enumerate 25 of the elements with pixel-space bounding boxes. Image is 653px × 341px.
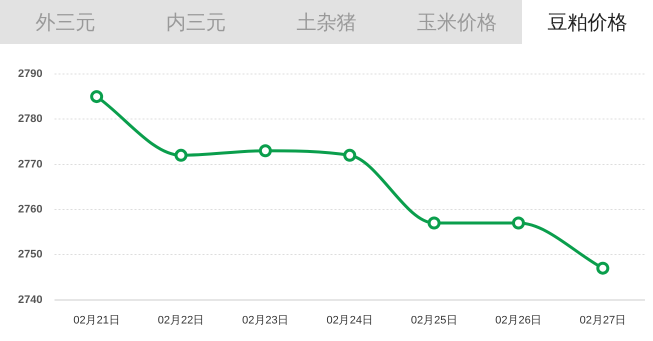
- y-tick-label: 2770: [18, 158, 42, 170]
- y-tick-label: 2750: [18, 248, 42, 261]
- y-tick-label: 2740: [18, 294, 42, 306]
- y-tick-label: 2780: [18, 113, 42, 126]
- point: [428, 216, 441, 230]
- x-tick-label: 02月26日: [495, 314, 542, 326]
- text: 土杂猪: [295, 9, 358, 36]
- text: 内三元: [164, 9, 227, 36]
- text: 外三元: [34, 9, 96, 36]
- x-tick-label: 02月27日: [580, 314, 626, 326]
- x-tick-label: 02月23日: [242, 314, 289, 326]
- x-tick-label: 02月22日: [158, 314, 204, 326]
- text: 玉米价格: [416, 9, 498, 36]
- point: [596, 262, 610, 275]
- point: [90, 90, 104, 104]
- point: [512, 216, 525, 230]
- x-tick-label: 02月21日: [73, 314, 120, 326]
- x-tick-label: 02月25日: [410, 314, 458, 326]
- x-tick-label: 02月24日: [326, 314, 373, 326]
- chart-title: 豆粕价格: [522, 0, 653, 44]
- point: [343, 148, 356, 162]
- point: [258, 144, 272, 158]
- point: [174, 148, 188, 162]
- y-tick-label: 2760: [18, 204, 42, 216]
- y-tick-label: 2790: [18, 68, 42, 80]
